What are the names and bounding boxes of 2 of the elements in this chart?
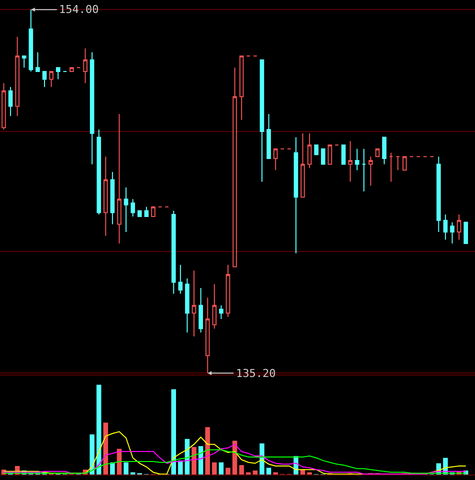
- annotation: 154.00: [59, 3, 99, 16]
- annotation: 135.20: [236, 367, 276, 380]
